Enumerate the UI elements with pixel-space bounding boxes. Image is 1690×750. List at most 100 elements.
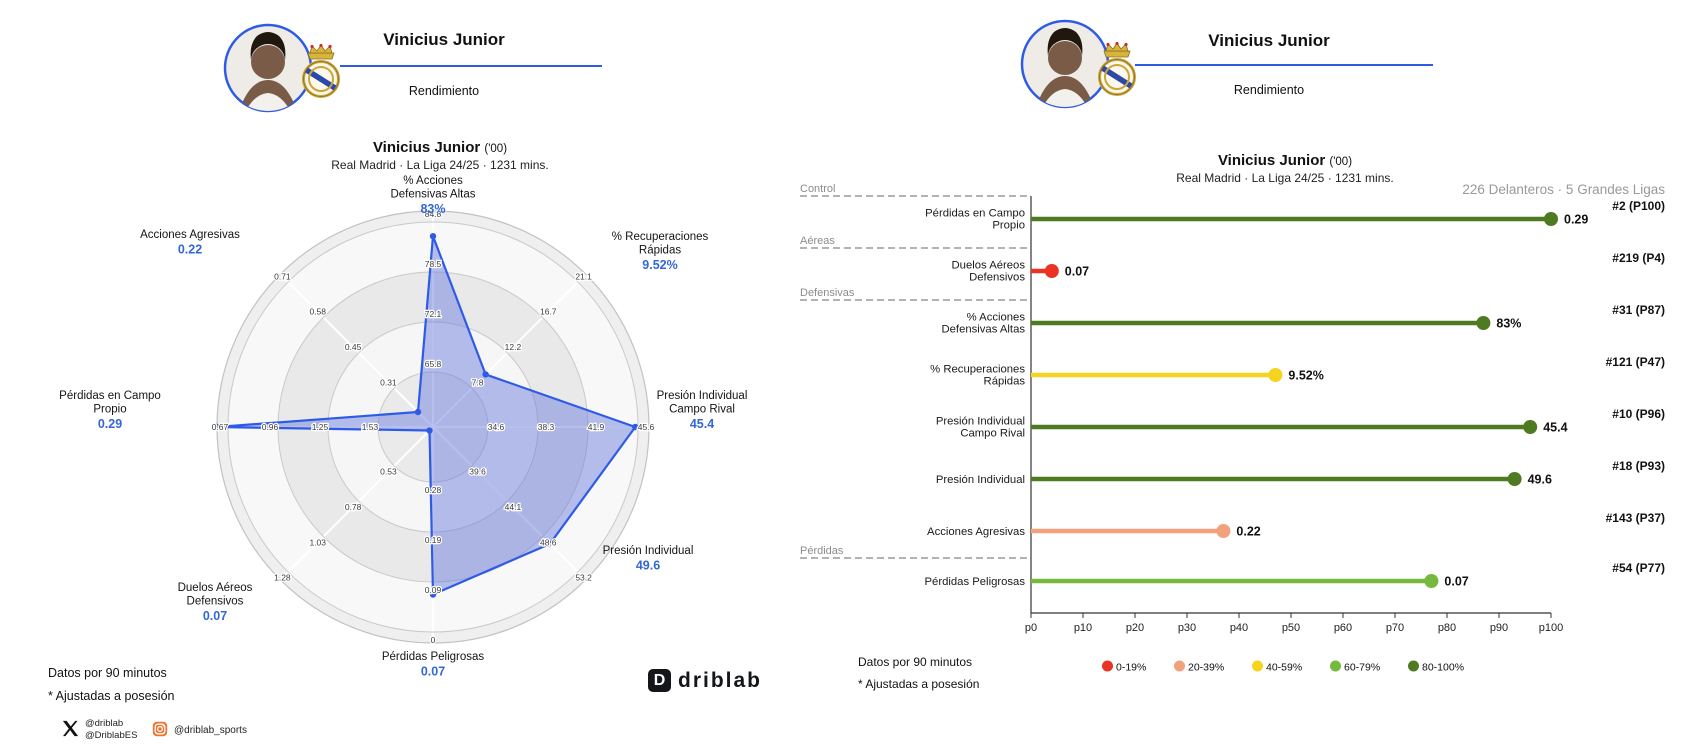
radar-vertex-dot bbox=[482, 371, 489, 378]
radar-tick-label: 1.28 bbox=[274, 573, 291, 583]
x-axis-tick-label: p30 bbox=[1178, 622, 1196, 634]
legend-label: 40-59% bbox=[1266, 662, 1302, 674]
legend-label: 0-19% bbox=[1116, 662, 1146, 674]
radar-tick-label: 0 bbox=[431, 635, 436, 645]
x-twitter-icon bbox=[62, 720, 80, 738]
row-label: Acciones Agresivas bbox=[927, 526, 1025, 538]
radar-chart-subtitle: Real Madrid · La Liga 24/25 · 1231 mins. bbox=[331, 158, 549, 172]
club-crest-right bbox=[1098, 41, 1136, 96]
player-avatar-image-right bbox=[1020, 19, 1110, 109]
radar-axis-label: Campo Rival bbox=[669, 404, 735, 416]
x-axis-tick-label: p70 bbox=[1386, 622, 1404, 634]
report-type-label-right: Rendimiento bbox=[1233, 83, 1305, 97]
radar-tick-label: 0.58 bbox=[309, 307, 326, 317]
x-axis-tick-label: p20 bbox=[1126, 622, 1144, 634]
row-label: Presión Individual bbox=[936, 416, 1025, 428]
row-label: % Recuperaciones bbox=[930, 364, 1025, 376]
radar-tick-label: 41.9 bbox=[588, 422, 605, 432]
lollipop-dot bbox=[1216, 524, 1231, 538]
value-label: 0.07 bbox=[1065, 265, 1089, 279]
legend-label: 60-79% bbox=[1344, 662, 1380, 674]
lollipop-chart-title: Vinicius Junior ('00) bbox=[1125, 152, 1445, 169]
social-handle-x-2: @DriblabES bbox=[85, 730, 138, 741]
radar-tick-label: 0.67 bbox=[212, 422, 229, 432]
radar-axis-value: 0.29 bbox=[98, 417, 122, 431]
legend-label: 80-100% bbox=[1422, 662, 1464, 674]
header-divider-line-right bbox=[1135, 64, 1433, 66]
row-label: Campo Rival bbox=[960, 428, 1025, 440]
radar-axis-label: Defensivas Altas bbox=[390, 189, 475, 201]
lollipop-dot bbox=[1268, 368, 1283, 382]
radar-vertex-dot bbox=[429, 591, 437, 598]
radar-tick-label: 0.31 bbox=[380, 377, 397, 387]
radar-tick-label: 0.09 bbox=[425, 585, 442, 595]
radar-axis-label: Pérdidas Peligrosas bbox=[382, 651, 485, 663]
lollipop-dot bbox=[1544, 212, 1558, 226]
x-axis-tick-label: p60 bbox=[1334, 622, 1352, 634]
row-label: Defensivas Altas bbox=[941, 324, 1025, 336]
radar-tick-label: 65.8 bbox=[425, 359, 442, 369]
lollipop-dot bbox=[1523, 420, 1538, 434]
radar-axis-value: 0.07 bbox=[421, 665, 445, 679]
legend-dot bbox=[1252, 660, 1263, 672]
player-avatar-image bbox=[223, 23, 313, 113]
x-axis-tick-label: p100 bbox=[1539, 622, 1563, 634]
real-madrid-crest-icon-right bbox=[1096, 41, 1138, 98]
row-label: Presión Individual bbox=[936, 474, 1025, 486]
x-axis-tick-label: p90 bbox=[1490, 622, 1508, 634]
row-label: Rápidas bbox=[984, 376, 1026, 388]
radar-tick-label: 0.28 bbox=[425, 485, 442, 495]
radar-vertex-dot bbox=[429, 233, 437, 240]
legend-dot bbox=[1174, 660, 1185, 672]
lollipop-chart-player-name: Vinicius Junior bbox=[1217, 152, 1326, 169]
x-axis-tick-label: p10 bbox=[1074, 622, 1092, 634]
radar-tick-label: 45.6 bbox=[638, 422, 655, 432]
radar-tick-label: 21.1 bbox=[575, 271, 592, 281]
value-label: 83% bbox=[1496, 317, 1521, 331]
radar-tick-label: 48.6 bbox=[540, 537, 557, 547]
radar-tick-label: 0.19 bbox=[425, 535, 442, 545]
radar-tick-label: 44.1 bbox=[505, 502, 522, 512]
footnote-possession-right: * Ajustadas a posesión bbox=[858, 677, 980, 691]
rank-label: #219 (P4) bbox=[1612, 251, 1665, 265]
radar-axis-value: 9.52% bbox=[642, 258, 677, 272]
player-avatar-right bbox=[1019, 18, 1111, 110]
page-title-left: Vinicius Junior bbox=[383, 30, 505, 49]
club-crest bbox=[302, 43, 340, 98]
value-label: 9.52% bbox=[1288, 369, 1323, 383]
footnote-per90-right: Datos por 90 minutos bbox=[858, 655, 973, 669]
value-label: 45.4 bbox=[1543, 421, 1567, 435]
real-madrid-crest-icon bbox=[300, 43, 342, 100]
radar-axis-value: 49.6 bbox=[636, 559, 660, 573]
radar-axis-label: % Acciones bbox=[403, 175, 463, 187]
lollipop-dot bbox=[1044, 264, 1059, 278]
brand-logo-text: driblab bbox=[678, 669, 763, 692]
radar-axis-label: Acciones Agresivas bbox=[140, 229, 240, 241]
radar-tick-label: 0.96 bbox=[262, 422, 279, 432]
radar-axis-label: Presión Individual bbox=[603, 545, 694, 557]
radar-tick-label: 78.5 bbox=[425, 259, 442, 269]
radar-tick-label: 0.45 bbox=[345, 342, 362, 352]
radar-tick-label: 1.53 bbox=[362, 422, 379, 432]
x-axis-tick-label: p40 bbox=[1230, 622, 1248, 634]
radar-axis-value: 45.4 bbox=[690, 417, 714, 431]
brand-logo-icon: D bbox=[648, 669, 671, 692]
x-axis-tick-label: p80 bbox=[1438, 622, 1456, 634]
rank-label: #54 (P77) bbox=[1612, 561, 1665, 575]
instagram-icon bbox=[152, 721, 169, 738]
page-title-right: Vinicius Junior bbox=[1208, 31, 1330, 50]
rank-label: #31 (P87) bbox=[1612, 303, 1665, 317]
radar-axis-value: 0.07 bbox=[203, 609, 227, 623]
group-label: Defensivas bbox=[800, 287, 855, 299]
row-label: Pérdidas Peligrosas bbox=[925, 576, 1026, 588]
value-label: 49.6 bbox=[1528, 473, 1552, 487]
radar-tick-label: 12.2 bbox=[505, 342, 522, 352]
radar-axis-label: Defensivos bbox=[187, 596, 244, 608]
lollipop-dot bbox=[1424, 574, 1439, 588]
player-avatar bbox=[222, 22, 314, 114]
row-label: % Acciones bbox=[967, 312, 1026, 324]
radar-spoke bbox=[279, 273, 434, 428]
radar-tick-label: 1.25 bbox=[312, 422, 329, 432]
row-label: Defensivos bbox=[969, 272, 1025, 284]
x-axis-tick-label: p50 bbox=[1282, 622, 1300, 634]
